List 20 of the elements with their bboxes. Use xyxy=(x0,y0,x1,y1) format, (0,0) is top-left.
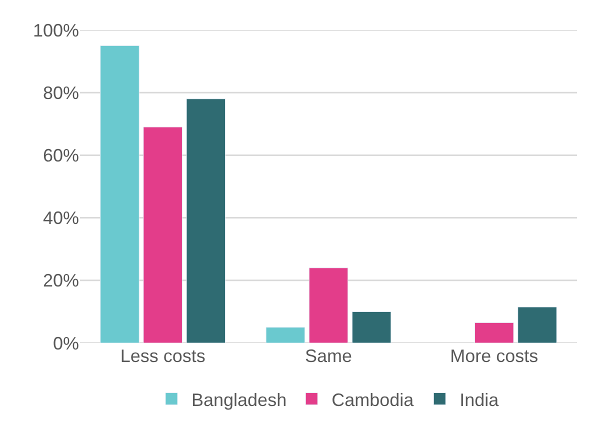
x-tick-label: Less costs xyxy=(120,346,206,366)
y-tick-label: 60% xyxy=(42,146,79,166)
bar xyxy=(266,327,306,343)
bar xyxy=(186,98,226,343)
y-tick-label: 20% xyxy=(42,270,79,291)
bar xyxy=(352,311,392,343)
bar xyxy=(100,45,140,343)
y-tick-label: 80% xyxy=(42,82,79,103)
x-tick-label: Same xyxy=(304,346,352,366)
legend-label: Cambodia xyxy=(332,390,415,410)
bar xyxy=(474,322,514,343)
y-tick-label: 40% xyxy=(42,208,79,228)
y-tick-label: 0% xyxy=(52,333,79,354)
bar xyxy=(518,306,557,343)
y-tick-label: 100% xyxy=(32,20,79,40)
legend-label: India xyxy=(460,390,500,410)
bar xyxy=(143,126,182,343)
bar xyxy=(308,268,348,343)
x-tick-label: More costs xyxy=(450,346,538,366)
legend-label: Bangladesh xyxy=(192,390,287,410)
